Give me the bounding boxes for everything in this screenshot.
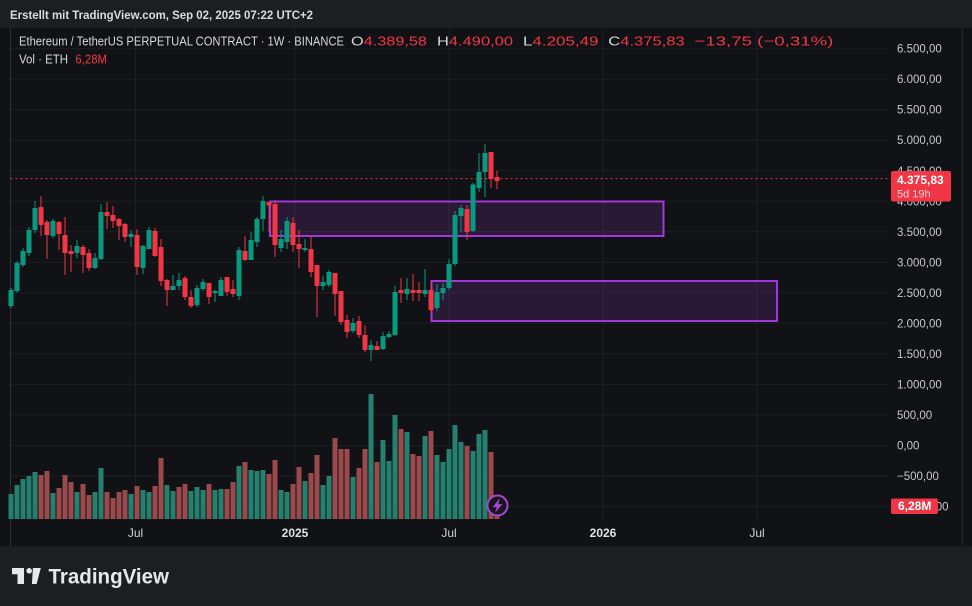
svg-text:TradingView: TradingView — [49, 565, 170, 589]
svg-text:0,00: 0,00 — [897, 441, 919, 453]
svg-text:6,28M: 6,28M — [75, 52, 107, 67]
svg-text:C4.375,83: C 4.375,83 — [608, 34, 684, 49]
svg-text:Erstellt mit TradingView.com,: Erstellt mit TradingView.com, Sep 02, 20… — [10, 8, 313, 22]
svg-text:L4.205,49: L 4.205,49 — [523, 34, 599, 49]
svg-text:Jul: Jul — [128, 526, 143, 540]
svg-text:H4.490,00: H 4.490,00 — [437, 34, 513, 49]
svg-text:3.000,00: 3.000,00 — [897, 257, 942, 269]
svg-text:2.500,00: 2.500,00 — [897, 288, 942, 300]
svg-text:6.500,00: 6.500,00 — [897, 44, 942, 56]
svg-text:Ethereum / TetherUS PERPETUAL: Ethereum / TetherUS PERPETUAL CONTRACT ·… — [19, 34, 344, 49]
svg-text:2026: 2026 — [590, 526, 617, 540]
svg-text:3.500,00: 3.500,00 — [897, 227, 942, 239]
svg-text:5.000,00: 5.000,00 — [897, 135, 942, 147]
svg-text:500,00: 500,00 — [897, 410, 932, 422]
svg-text:1.500,00: 1.500,00 — [897, 349, 942, 361]
svg-text:Vol · ETH: Vol · ETH — [19, 53, 68, 67]
svg-text:6.000,00: 6.000,00 — [897, 74, 942, 86]
svg-text:2025: 2025 — [282, 526, 309, 540]
svg-text:O4.389,58: O 4.389,58 — [351, 34, 427, 49]
svg-text:5.500,00: 5.500,00 — [897, 105, 942, 117]
svg-text:6,28M: 6,28M — [898, 499, 931, 513]
svg-text:−13,75 (−0,31%): −13,75 (−0,31%) — [694, 34, 833, 49]
svg-text:−500,00: −500,00 — [897, 471, 939, 483]
svg-text:5d 19h: 5d 19h — [897, 189, 931, 201]
svg-text:Jul: Jul — [749, 526, 764, 540]
svg-text:2.000,00: 2.000,00 — [897, 318, 942, 330]
svg-text:1.000,00: 1.000,00 — [897, 379, 942, 391]
svg-text:Jul: Jul — [441, 526, 456, 540]
svg-text:4.375,83: 4.375,83 — [897, 173, 944, 187]
